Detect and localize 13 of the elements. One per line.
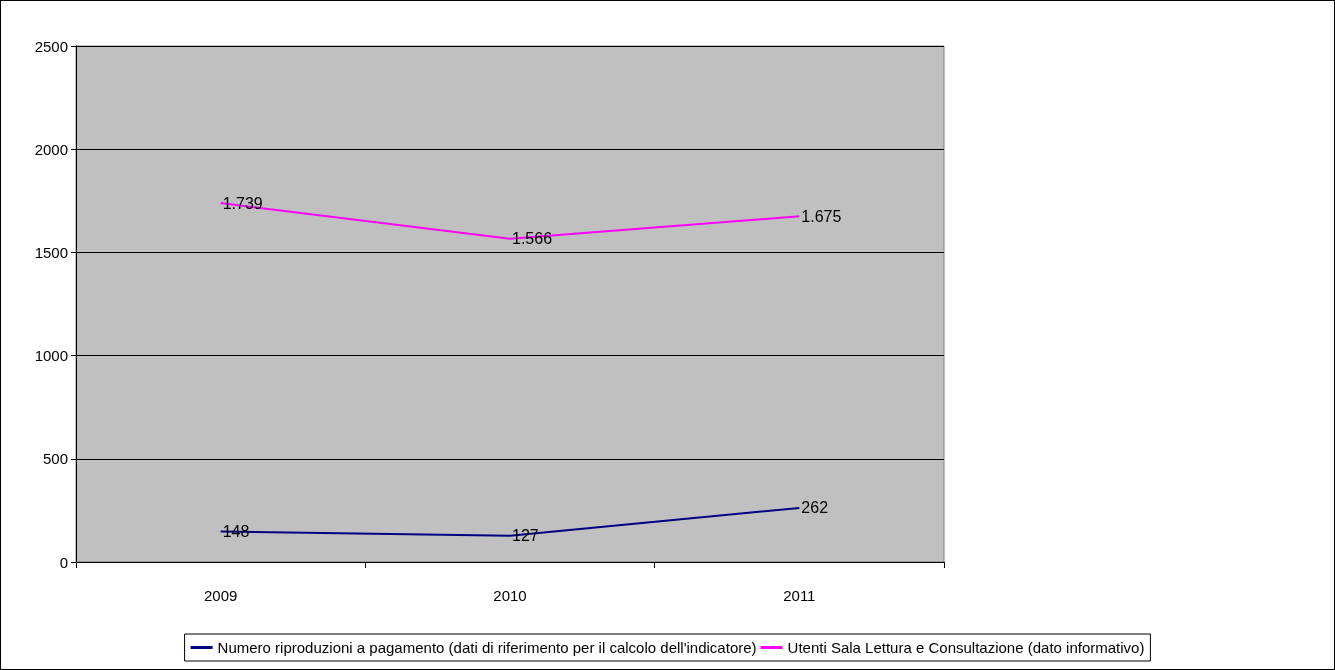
x-tick-label: 2010 xyxy=(493,587,527,604)
x-tick-label: 2009 xyxy=(203,587,238,604)
data-label: 262 xyxy=(801,499,829,517)
y-tick-label: 0 xyxy=(59,553,68,571)
data-label: 1.675 xyxy=(801,207,842,225)
y-tick-label: 500 xyxy=(42,450,68,468)
x-tick-label: 2011 xyxy=(783,587,816,604)
y-tick-label: 1000 xyxy=(34,347,68,365)
y-tick-label: 1500 xyxy=(34,243,68,261)
y-tick-label: 2500 xyxy=(34,37,68,55)
y-tick-label: 2000 xyxy=(34,140,68,158)
legend-label: Numero riproduzioni a pagamento (dati di riferimento per il calcolo dell'indicatore) xyxy=(217,639,757,656)
legend-label: Utenti Sala Lettura e Consultazione (dato informativo) xyxy=(787,639,1145,656)
